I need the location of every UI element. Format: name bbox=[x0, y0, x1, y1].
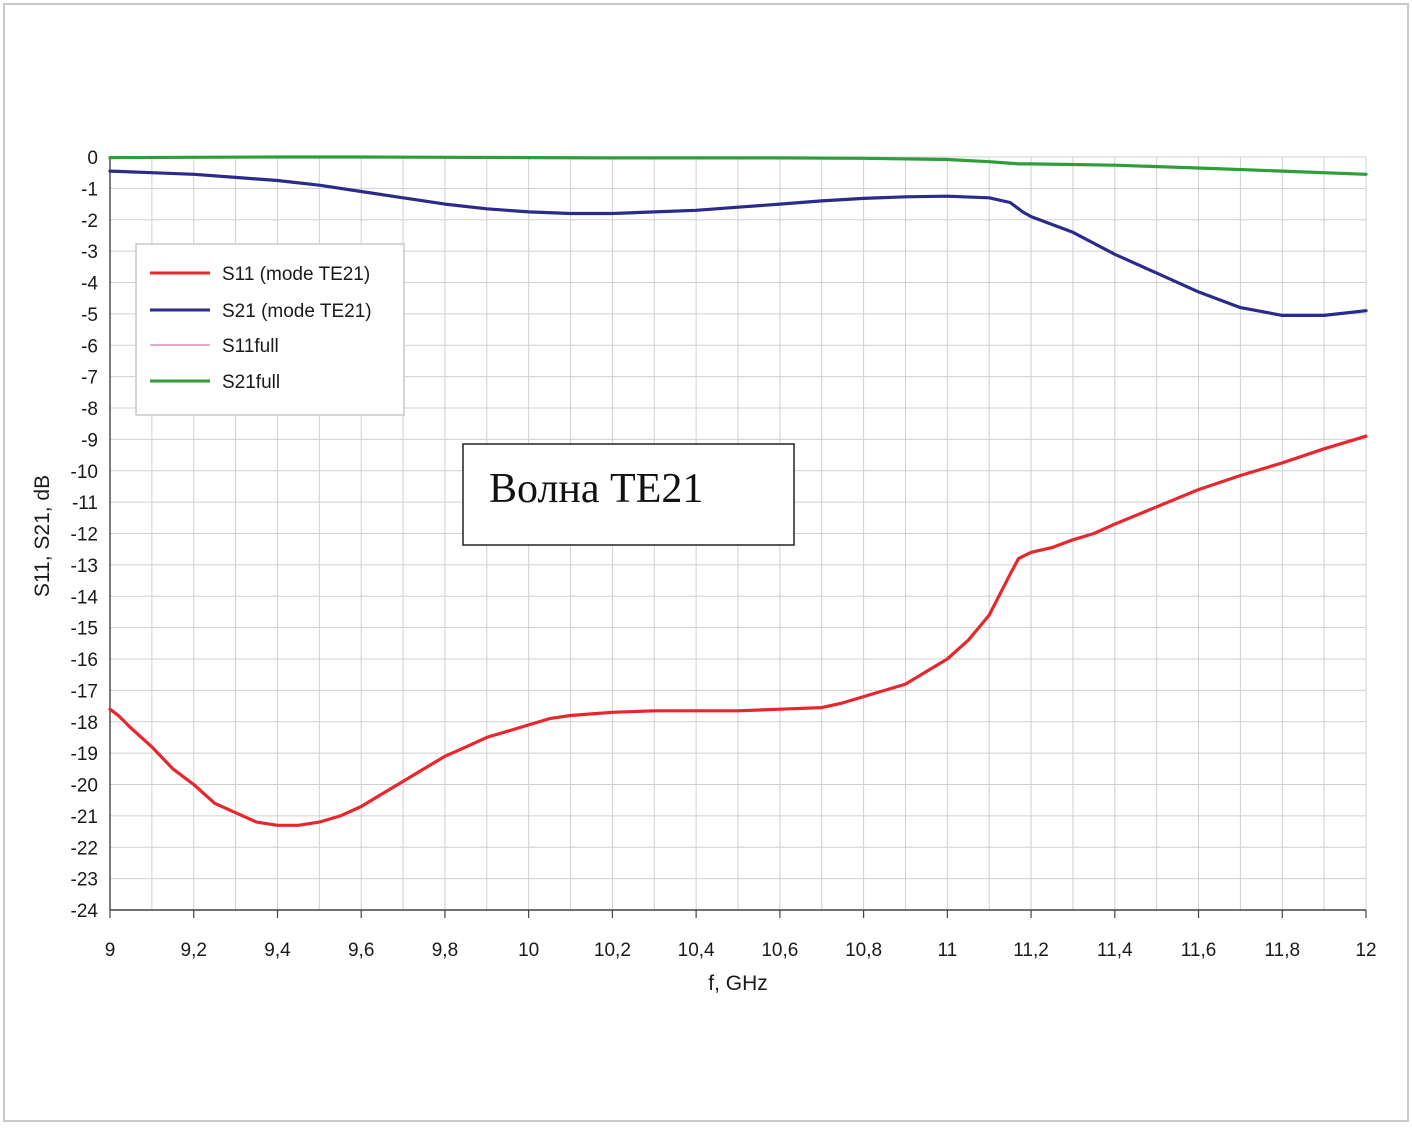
series-layer bbox=[108, 155, 1368, 827]
y-tick-label: -3 bbox=[81, 242, 98, 263]
annotation: Волна TE21 bbox=[462, 443, 795, 546]
x-tick-label: 9,2 bbox=[181, 940, 207, 961]
legend-label-s11full: S11full bbox=[222, 336, 279, 357]
y-axis-ticks: 0 -1 -2 -3 -4 -5 -6 -7 -8 -9 -10 -11 -12 -13 -14 -15 -16… bbox=[71, 148, 99, 922]
x-tick-label: 9,4 bbox=[264, 940, 291, 961]
x-axis-ticks: 9 9,2 9,4 9,6 9,8 10 10,2 10,4 10,6 10,8 11 11,2 11,… bbox=[105, 910, 1377, 961]
y-tick-label: -22 bbox=[71, 838, 98, 859]
y-tick-label: -4 bbox=[81, 274, 98, 295]
legend-label-s21: S21 (mode TE21) bbox=[222, 301, 372, 322]
series-line-s21-mode-te21 bbox=[108, 169, 1368, 317]
y-tick-label: -10 bbox=[71, 462, 98, 483]
legend: S11 (mode TE21) S21 (mode TE21) S11full … bbox=[135, 243, 405, 416]
y-tick-label: -8 bbox=[81, 399, 98, 420]
series-line-s21full bbox=[108, 155, 1368, 176]
legend-label-s21full: S21full bbox=[222, 372, 280, 393]
legend-label-s11: S11 (mode TE21) bbox=[222, 264, 370, 285]
y-tick-label: -9 bbox=[81, 430, 98, 451]
y-tick-label: -17 bbox=[71, 681, 98, 702]
x-tick-label: 11,6 bbox=[1181, 940, 1217, 961]
y-tick-label: -18 bbox=[71, 713, 98, 734]
y-tick-label: -2 bbox=[81, 211, 98, 232]
y-tick-label: -23 bbox=[71, 870, 98, 891]
x-tick-label: 11,2 bbox=[1013, 940, 1049, 961]
annotation-box bbox=[462, 443, 795, 546]
y-tick-label: -1 bbox=[81, 179, 98, 200]
y-tick-label: -12 bbox=[71, 525, 98, 546]
x-tick-label: 10,6 bbox=[761, 940, 798, 961]
x-tick-label: 9,8 bbox=[432, 940, 458, 961]
y-tick-label: -20 bbox=[71, 776, 98, 797]
y-tick-label: -14 bbox=[71, 587, 99, 608]
y-tick-label: -11 bbox=[72, 493, 98, 514]
y-tick-label: -6 bbox=[81, 336, 98, 357]
annotation-text: Волна TE21 bbox=[489, 466, 703, 512]
y-tick-label: -24 bbox=[71, 901, 99, 922]
x-tick-label: 9 bbox=[105, 940, 116, 961]
x-axis-title: f, GHz bbox=[708, 972, 768, 995]
figure-border bbox=[3, 3, 1409, 1122]
y-tick-label: -16 bbox=[71, 650, 98, 671]
y-tick-label: 0 bbox=[87, 148, 98, 169]
y-axis-title: S11, S21, dB bbox=[31, 475, 54, 597]
x-tick-label: 12 bbox=[1355, 940, 1376, 961]
x-tick-label: 10,4 bbox=[678, 940, 715, 961]
x-tick-label: 11,4 bbox=[1097, 940, 1133, 961]
x-tick-label: 10,8 bbox=[845, 940, 882, 961]
y-tick-label: -19 bbox=[71, 744, 98, 765]
y-tick-label: -15 bbox=[71, 619, 98, 640]
y-tick-label: -7 bbox=[81, 368, 98, 389]
x-tick-label: 10,2 bbox=[594, 940, 631, 961]
y-tick-label: -13 bbox=[71, 556, 98, 577]
x-tick-label: 11 bbox=[937, 940, 957, 961]
y-tick-label: -21 bbox=[71, 807, 98, 828]
y-tick-label: -5 bbox=[81, 305, 98, 326]
x-tick-label: 9,6 bbox=[348, 940, 374, 961]
x-tick-label: 11,8 bbox=[1264, 940, 1300, 961]
x-tick-label: 10 bbox=[518, 940, 539, 961]
series-line-s11-mode-te21 bbox=[108, 434, 1368, 827]
